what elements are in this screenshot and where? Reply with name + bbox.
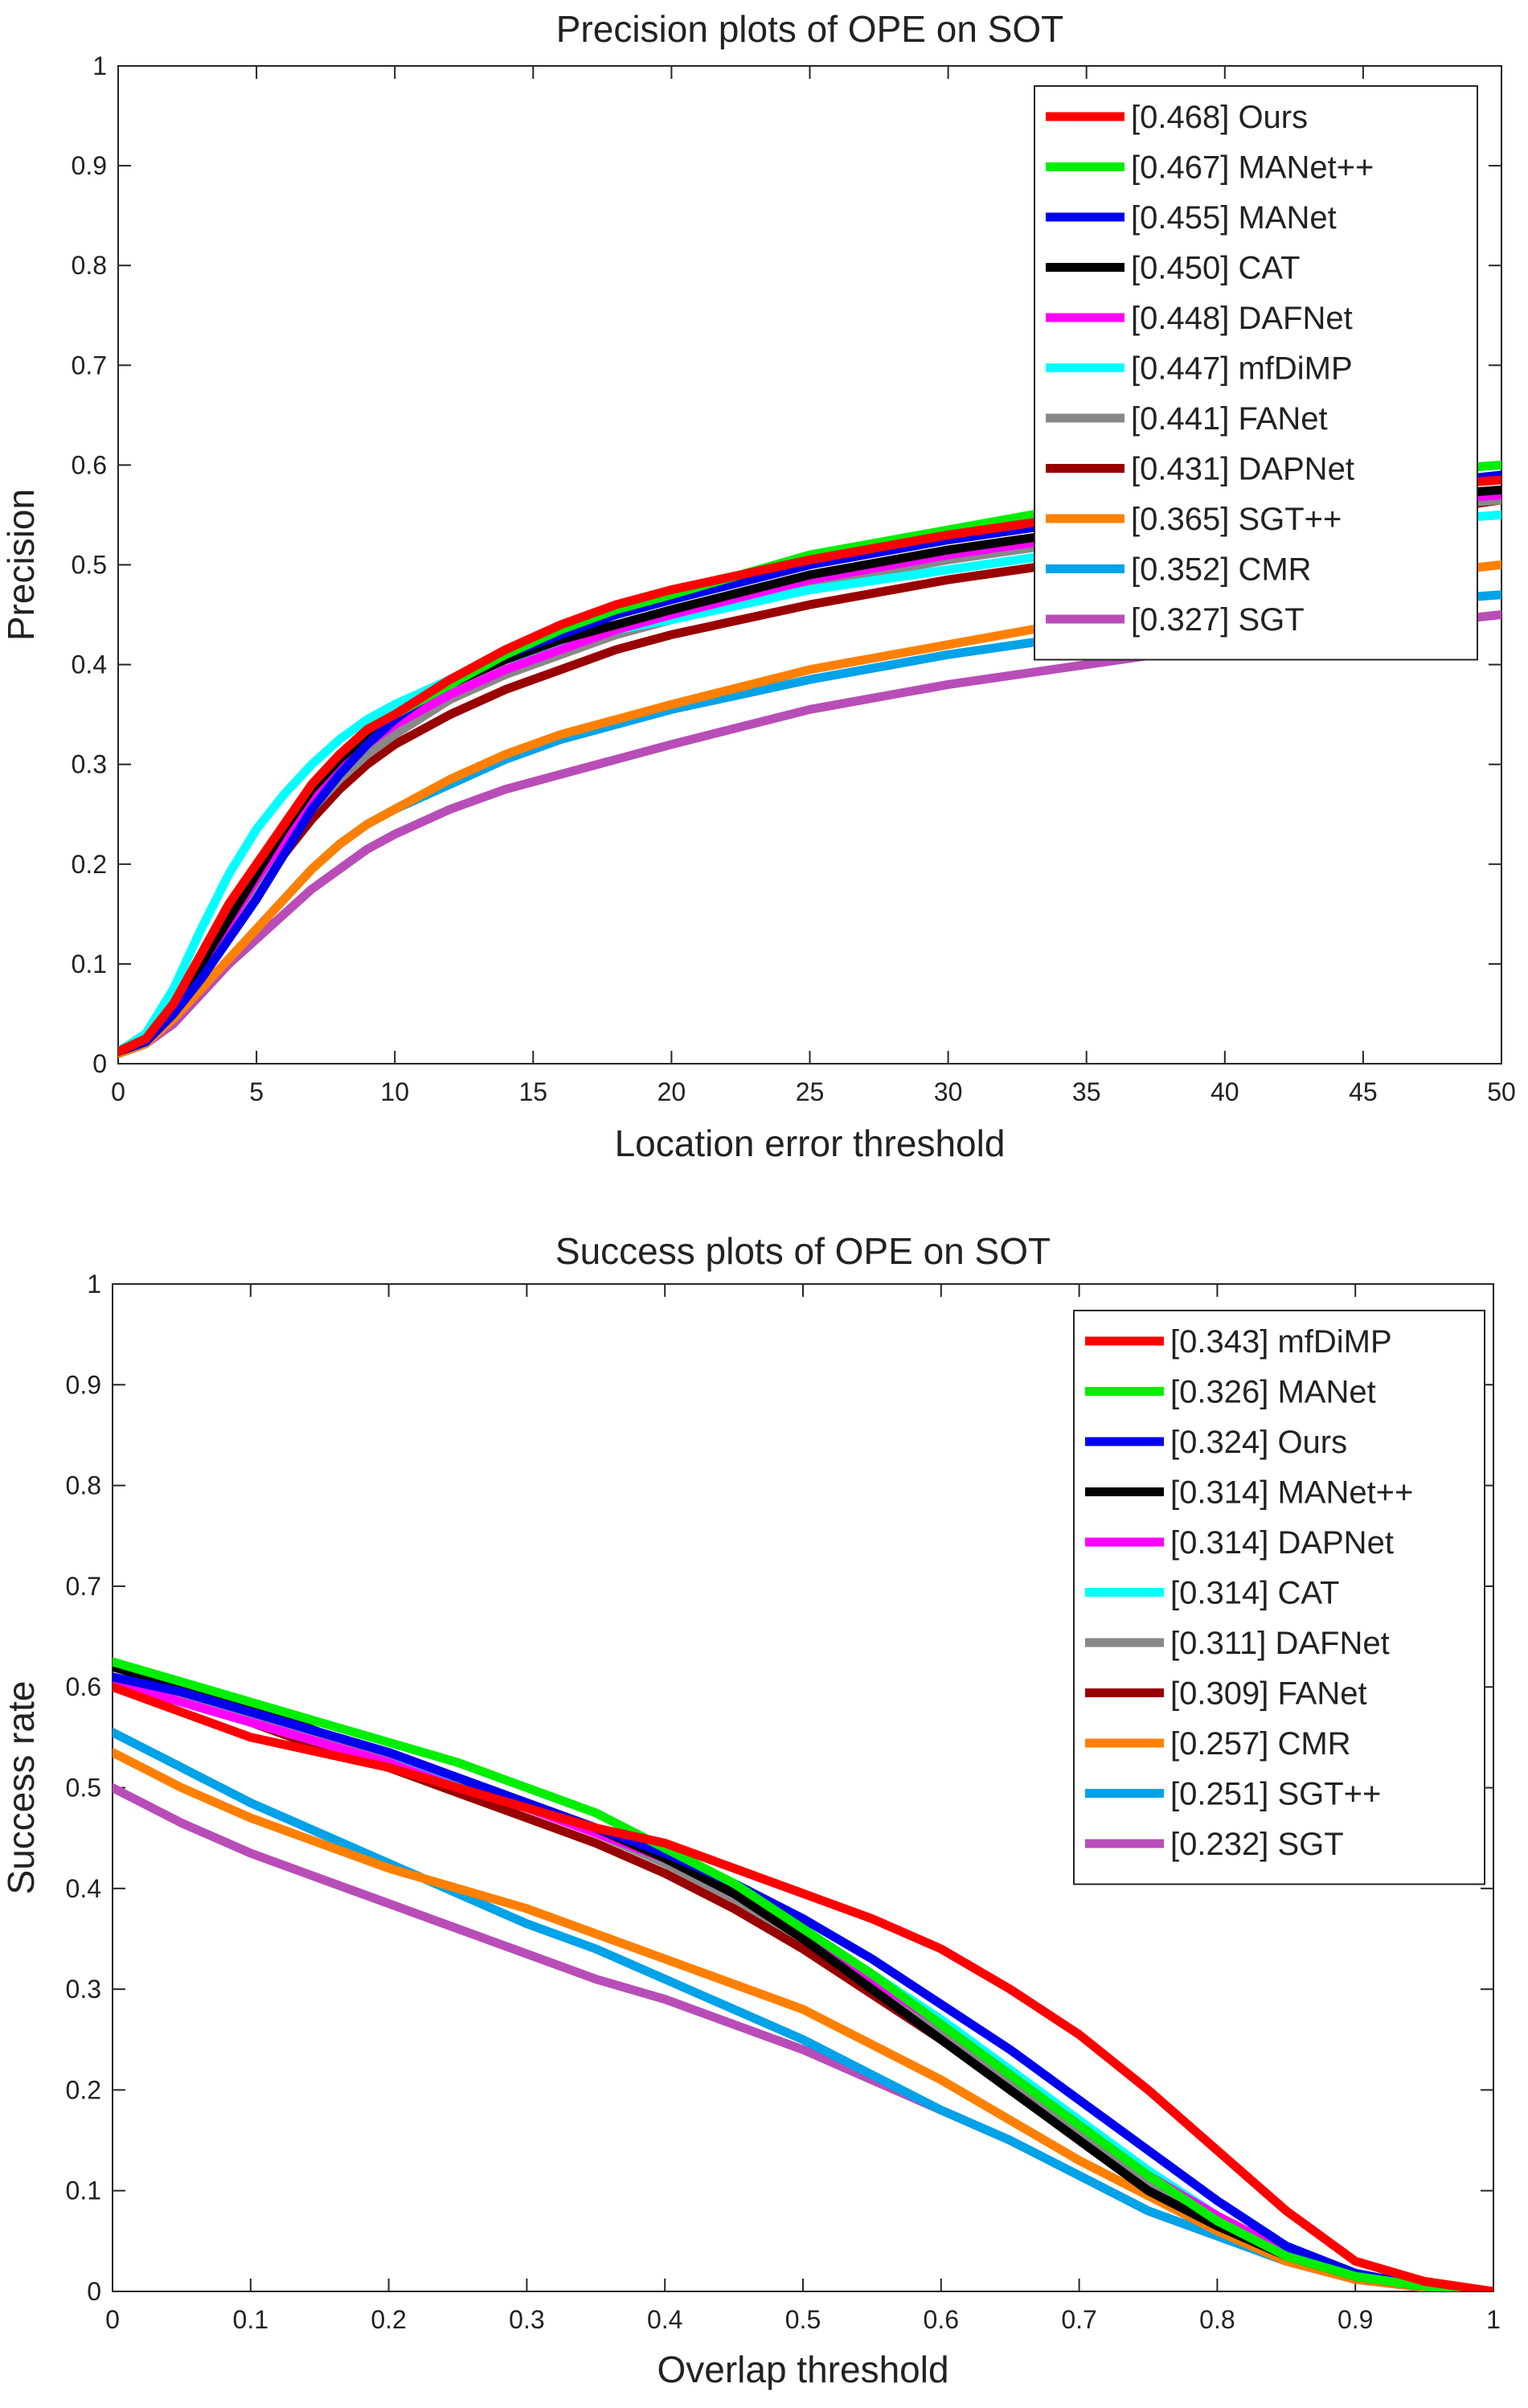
x-tick-label: 40 <box>1211 1077 1239 1106</box>
y-tick-label: 1 <box>87 1270 101 1298</box>
y-tick-label: 0.5 <box>66 1774 101 1803</box>
y-tick-label: 0.4 <box>66 1874 101 1903</box>
x-tick-label: 0.4 <box>647 2305 682 2334</box>
legend-entry-label: [0.352] CMR <box>1131 552 1312 588</box>
x-axis-label: Location error threshold <box>615 1122 1006 1164</box>
series-line-3 <box>113 1672 1493 2291</box>
y-tick-label: 0.3 <box>66 1975 101 2004</box>
series-lines <box>118 460 1501 1059</box>
series-line-1 <box>118 475 1501 1056</box>
legend-entry-label: [0.467] MANet++ <box>1131 150 1374 186</box>
x-tick-label: 15 <box>519 1077 548 1106</box>
y-tick-label: 1 <box>92 51 107 80</box>
legend-entry-label: [0.441] FANet <box>1131 401 1328 437</box>
series-line-1 <box>113 1682 1493 2291</box>
y-tick-label: 0.1 <box>72 950 107 978</box>
y-tick-label: 0.8 <box>72 251 107 280</box>
y-tick-label: 0.4 <box>72 650 107 679</box>
legend-entry-label: [0.450] CAT <box>1131 251 1300 286</box>
x-tick-label: 0.1 <box>233 2305 268 2334</box>
legend-entry-label: [0.257] CMR <box>1170 1726 1351 1762</box>
x-axis-label: Overlap threshold <box>657 2349 948 2390</box>
x-tick-label: 5 <box>249 1077 264 1106</box>
series-line-2 <box>113 1657 1493 2291</box>
legend-entry-label: [0.324] Ours <box>1170 1425 1347 1460</box>
legend-entry-label: [0.314] MANet++ <box>1170 1475 1413 1511</box>
y-tick-label: 0.6 <box>72 450 107 479</box>
series-lines <box>113 1657 1493 2291</box>
y-tick-label: 0.6 <box>66 1672 101 1701</box>
legend-entry-label: [0.365] SGT++ <box>1131 502 1342 537</box>
x-tick-label: 25 <box>796 1077 825 1106</box>
y-tick-label: 0.2 <box>72 850 107 879</box>
x-tick-label: 10 <box>380 1077 409 1106</box>
legend-box <box>1073 1310 1485 1885</box>
legend-entry-label: [0.448] DAFNet <box>1131 301 1353 336</box>
x-tick-label: 45 <box>1349 1077 1378 1106</box>
x-tick-label: 50 <box>1487 1077 1516 1106</box>
legend-entry-label: [0.455] MANet <box>1131 200 1337 236</box>
x-tick-label: 0.8 <box>1199 2305 1235 2334</box>
y-tick-label: 0.7 <box>72 351 107 379</box>
legend-box <box>1034 85 1478 661</box>
y-tick-label: 0.9 <box>72 151 107 180</box>
y-tick-label: 0.3 <box>72 750 107 779</box>
x-tick-label: 0 <box>111 1077 125 1106</box>
legend-entry-label: [0.314] DAPNet <box>1170 1525 1394 1561</box>
y-axis-label: Success rate <box>0 1681 42 1895</box>
y-tick-label: 0.9 <box>66 1370 101 1399</box>
legend-entry-label: [0.447] mfDiMP <box>1131 351 1353 387</box>
y-tick-label: 0.8 <box>66 1471 101 1500</box>
chart-title: Precision plots of OPE on SOT <box>556 8 1064 50</box>
x-tick-label: 0.6 <box>924 2305 959 2334</box>
legend-entry-label: [0.431] DAPNet <box>1131 452 1354 487</box>
x-tick-label: 20 <box>657 1077 686 1106</box>
legend-entry-label: [0.326] MANet <box>1170 1375 1376 1410</box>
legend-entry-label: [0.251] SGT++ <box>1170 1777 1381 1812</box>
legend: [0.343] mfDiMP [0.326] MANet [0.324] Ours [… <box>1073 1310 1485 1885</box>
y-tick-label: 0 <box>92 1049 107 1078</box>
x-tick-label: 1 <box>1486 2305 1501 2334</box>
y-tick-label: 0.1 <box>66 2176 101 2205</box>
legend-entry-label: [0.327] SGT <box>1131 602 1305 638</box>
chart-title: Success plots of OPE on SOT <box>555 1230 1051 1272</box>
legend-entry-label: [0.309] FANet <box>1170 1676 1367 1712</box>
x-tick-label: 0.3 <box>509 2305 544 2334</box>
chart-2: Success plots of OPE on SOT 0 0.1 0.2 0.3 0.4… <box>0 1230 1501 2390</box>
x-tick-label: 30 <box>934 1077 963 1106</box>
legend-entry-label: [0.314] CAT <box>1170 1576 1339 1611</box>
legend-entry-label: [0.468] Ours <box>1131 100 1308 135</box>
legend-entry-label: [0.343] mfDiMP <box>1170 1324 1392 1360</box>
legend: [0.468] Ours [0.467] MANet++ [0.455] MANet… <box>1034 85 1478 661</box>
x-tick-label: 0.7 <box>1061 2305 1096 2334</box>
legend-entry-label: [0.232] SGT <box>1170 1827 1344 1862</box>
series-line-9 <box>113 1748 1493 2291</box>
x-tick-label: 0.9 <box>1338 2305 1373 2334</box>
y-tick-label: 0.5 <box>72 551 107 580</box>
y-axis-label: Precision <box>0 489 42 641</box>
y-tick-label: 0.7 <box>66 1572 101 1601</box>
legend-entry-label: [0.311] DAFNet <box>1170 1626 1390 1661</box>
x-tick-label: 35 <box>1072 1077 1101 1106</box>
x-tick-label: 0.2 <box>371 2305 406 2334</box>
y-tick-label: 0.2 <box>66 2075 101 2104</box>
y-tick-label: 0 <box>87 2277 101 2306</box>
series-line-9 <box>118 560 1501 1059</box>
x-tick-label: 0.5 <box>785 2305 821 2334</box>
x-tick-label: 0 <box>105 2305 120 2334</box>
